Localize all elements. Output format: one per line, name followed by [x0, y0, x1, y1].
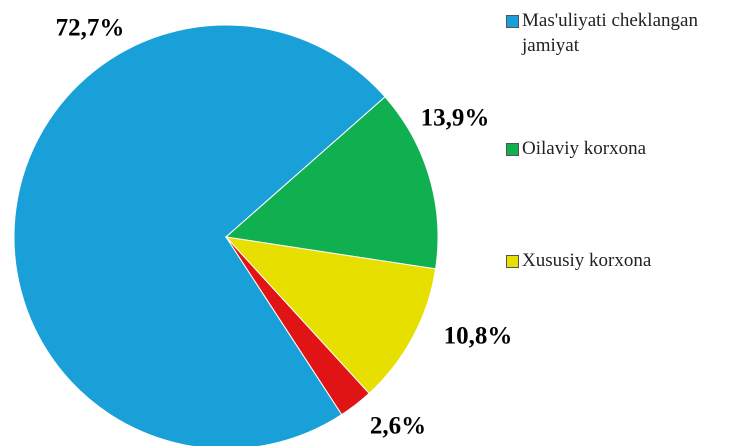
pie-slice: [13, 24, 386, 446]
pie-slice: [225, 236, 370, 416]
legend-label: Oilaviy korxona: [522, 138, 647, 159]
legend-marker: [506, 143, 519, 156]
data-label: 72,7%: [56, 15, 125, 42]
data-label: 13,9%: [421, 105, 490, 132]
data-label: 2,6%: [370, 413, 426, 440]
legend-label: Xususiy korxona: [522, 250, 652, 271]
data-label: 10,8%: [444, 323, 513, 350]
legend-marker: [506, 15, 519, 28]
legend-marker: [506, 255, 519, 268]
pie-slice: [224, 236, 437, 395]
pie-slice: [224, 96, 439, 270]
legend-label: Mas'uliyati cheklangan jamiyat: [522, 10, 698, 56]
